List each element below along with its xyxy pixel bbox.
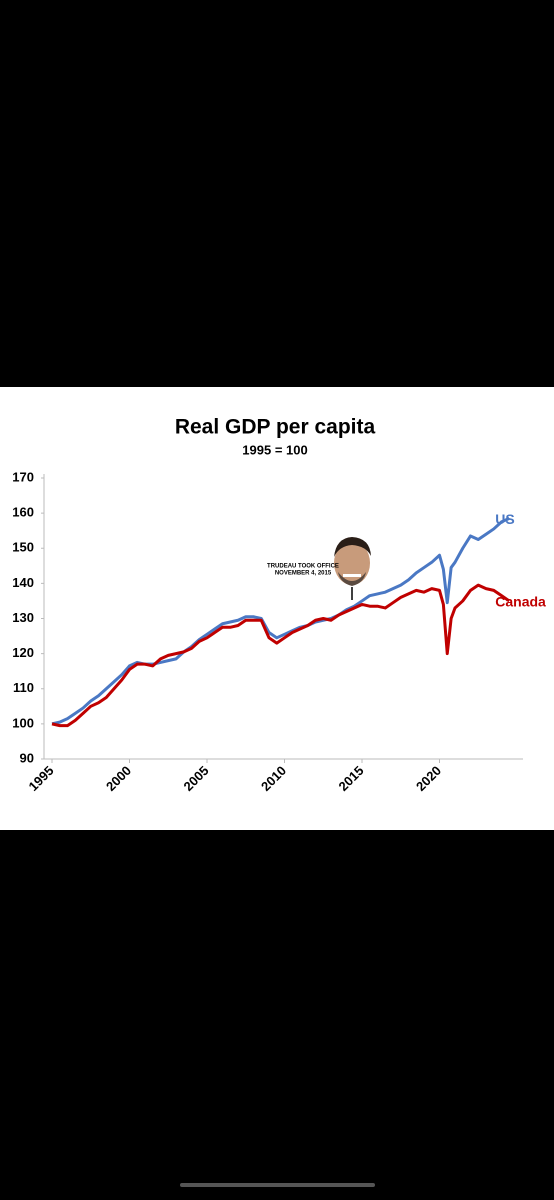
series-label: US (495, 511, 514, 527)
chart-panel (0, 387, 554, 830)
chart-subtitle: 1995 = 100 (242, 442, 307, 457)
annotation-line2: NOVEMBER 4, 2015 (275, 571, 332, 577)
series-line (51, 583, 511, 728)
series-line (51, 517, 510, 726)
home-indicator (180, 1183, 375, 1187)
y-tick-label: 160 (12, 505, 34, 520)
y-tick-label: 140 (12, 575, 34, 590)
y-tick-label: 120 (12, 645, 34, 660)
series-label: Canada (495, 594, 546, 610)
y-tick-label: 110 (13, 680, 34, 695)
y-tick-label: 100 (12, 715, 34, 730)
trudeau-face (334, 537, 371, 586)
y-tick-label: 130 (12, 610, 34, 625)
y-tick-label: 170 (12, 469, 34, 484)
y-tick-label: 150 (12, 540, 34, 555)
y-tick-label: 90 (20, 750, 34, 765)
chart-title: Real GDP per capita (175, 416, 376, 439)
annotation-line1: TRUDEAU TOOK OFFICE (267, 564, 339, 570)
